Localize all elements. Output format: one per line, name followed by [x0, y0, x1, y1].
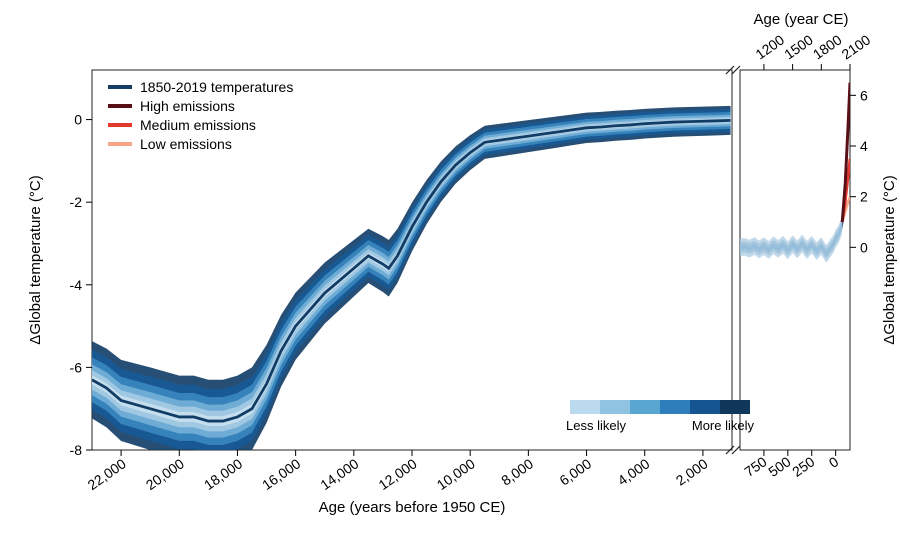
svg-text:4,000: 4,000	[615, 455, 653, 488]
legend: 1850-2019 temperatures High emissions Medi…	[108, 79, 293, 152]
legend-swatch	[108, 85, 132, 89]
likelihood-swatch	[720, 400, 750, 414]
legend-label: 1850-2019 temperatures	[140, 79, 293, 95]
right-panel-frame	[740, 70, 850, 450]
svg-text:12,000: 12,000	[375, 455, 419, 493]
likelihood-swatch	[570, 400, 600, 414]
legend-swatch	[108, 123, 132, 127]
svg-text:-2: -2	[70, 194, 83, 210]
x-axis-top-right: 1200150018002100	[752, 31, 873, 70]
svg-text:16,000: 16,000	[259, 455, 303, 493]
svg-text:6,000: 6,000	[556, 455, 594, 488]
likelihood-right-label: More likely	[692, 418, 755, 433]
svg-text:14,000: 14,000	[317, 455, 361, 493]
likelihood-left-label: Less likely	[566, 418, 626, 433]
x-axis-bottom-right: 7505002500	[741, 450, 841, 480]
svg-text:0: 0	[826, 453, 842, 471]
instrumental-band	[740, 213, 842, 262]
legend-swatch	[108, 104, 132, 108]
x-axis-bottom-title: Age (years before 1950 CE)	[319, 499, 506, 516]
svg-text:2100: 2100	[839, 31, 874, 62]
svg-text:0: 0	[860, 239, 868, 255]
svg-text:-8: -8	[70, 442, 83, 458]
svg-text:-6: -6	[70, 359, 83, 375]
svg-text:0: 0	[74, 112, 82, 128]
svg-text:10,000: 10,000	[434, 455, 478, 493]
legend-label: Medium emissions	[140, 117, 256, 133]
likelihood-swatch	[690, 400, 720, 414]
y-axis-right: 0 2 4 6	[850, 87, 868, 255]
svg-text:8,000: 8,000	[498, 455, 536, 488]
svg-text:18,000: 18,000	[201, 455, 245, 493]
x-axis-bottom-left: 22,000 20,000 18,000 16,000 14,000 12,000 10,0…	[85, 450, 711, 493]
likelihood-swatch	[630, 400, 660, 414]
svg-text:250: 250	[789, 453, 817, 480]
likelihood-legend: Less likely More likely	[566, 400, 754, 433]
svg-text:4: 4	[860, 138, 868, 154]
likelihood-swatch	[600, 400, 630, 414]
svg-text:20,000: 20,000	[143, 455, 187, 493]
legend-swatch	[108, 142, 132, 146]
svg-text:6: 6	[860, 87, 868, 103]
y-axis-right-title: ΔGlobal temperature (°C)	[881, 175, 898, 344]
y-axis-left-title: ΔGlobal temperature (°C)	[27, 175, 44, 344]
svg-text:1500: 1500	[781, 31, 816, 62]
y-axis-left: -8 -6 -4 -2 0	[70, 112, 92, 458]
legend-label: High emissions	[140, 98, 235, 114]
legend-label: Low emissions	[140, 136, 232, 152]
svg-text:2: 2	[860, 189, 868, 205]
temperature-chart: -8 -6 -4 -2 0 ΔGlobal temperature (°C) 0 2 4 6 ΔGl…	[0, 0, 900, 560]
svg-text:1800: 1800	[810, 31, 845, 62]
svg-text:2,000: 2,000	[673, 455, 711, 488]
likelihood-swatch	[660, 400, 690, 414]
svg-text:22,000: 22,000	[85, 455, 129, 493]
x-axis-top-title: Age (year CE)	[753, 11, 848, 28]
svg-text:-4: -4	[70, 277, 83, 293]
svg-text:1200: 1200	[752, 31, 787, 62]
